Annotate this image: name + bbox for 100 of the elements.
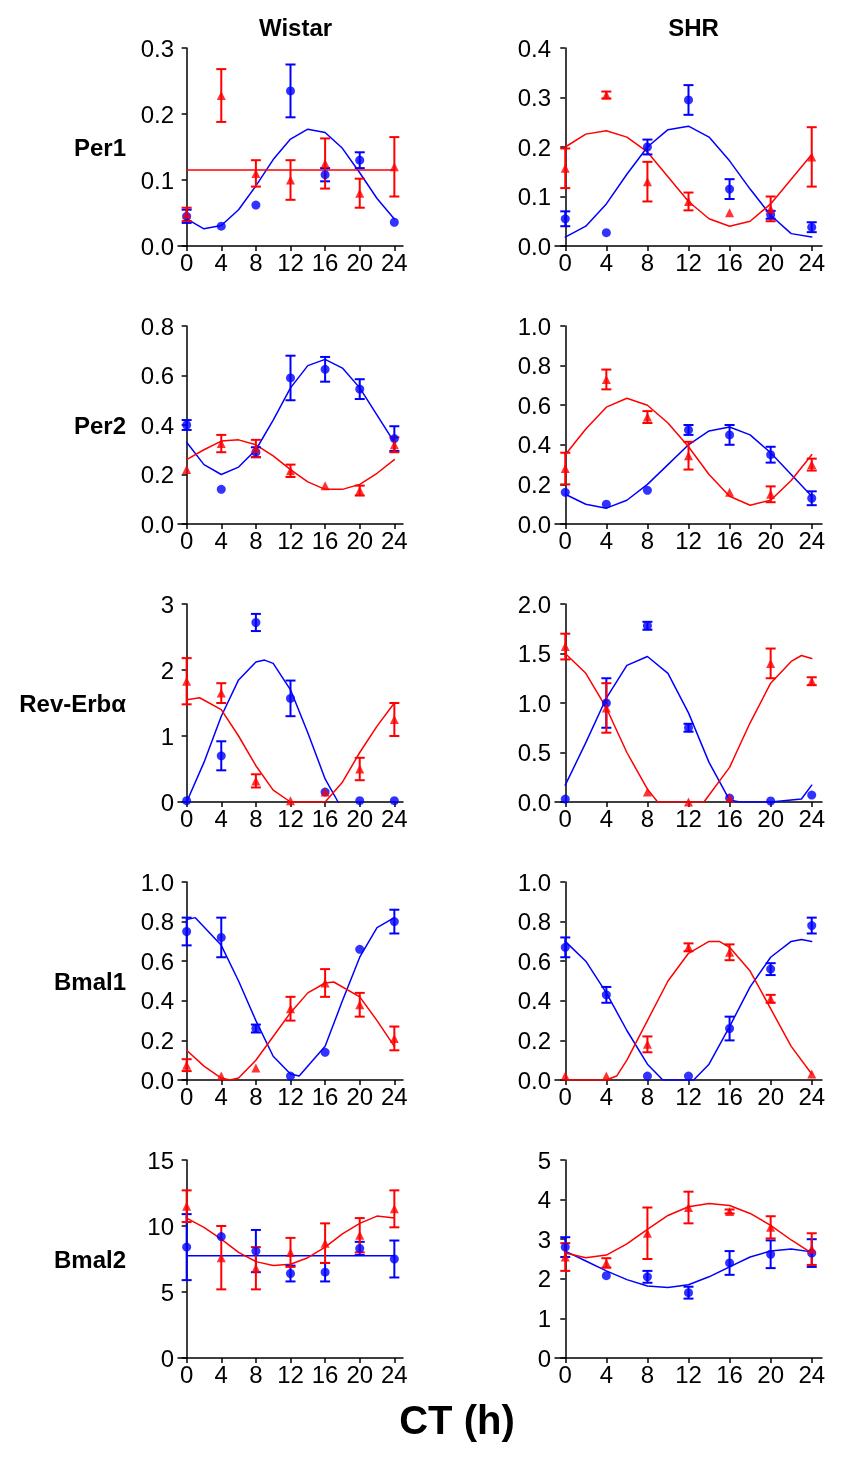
x-tick-label: 20 <box>757 1360 785 1388</box>
y-tick-label: 10 <box>147 1212 174 1240</box>
x-tick-label: 12 <box>277 804 304 832</box>
x-tick-label: 16 <box>716 526 743 554</box>
y-tick-label: 0.8 <box>517 908 551 936</box>
x-tick-label: 24 <box>798 1360 826 1388</box>
chart-title: Wistar <box>258 13 333 41</box>
x-tick-label: 8 <box>640 248 655 276</box>
x-tick-label: 24 <box>798 1082 826 1110</box>
y-tick-label: 0.1 <box>140 166 174 194</box>
x-tick-label: 0 <box>179 526 194 554</box>
x-tick-label: 4 <box>214 804 228 832</box>
y-axis-title: Per1 <box>73 133 126 161</box>
y-tick-label: 3 <box>537 1225 551 1253</box>
x-tick-label: 12 <box>277 526 304 554</box>
y-tick-label: 0.0 <box>140 510 174 538</box>
x-tick-label: 12 <box>277 1082 304 1110</box>
x-tick-label: 12 <box>675 248 702 276</box>
y-tick-label: 2 <box>537 1265 551 1293</box>
x-tick-label: 12 <box>675 1360 702 1388</box>
y-tick-label: 0.1 <box>517 183 551 210</box>
y-tick-label: 1.0 <box>517 689 551 717</box>
y-tick-label: 0.0 <box>140 1066 174 1094</box>
y-tick-label: 0.2 <box>517 1026 551 1054</box>
y-axis-title: Bmal1 <box>53 967 126 995</box>
x-tick-label: 16 <box>716 804 743 832</box>
x-tick-label: 20 <box>346 248 374 276</box>
y-tick-label: 0.4 <box>517 34 551 62</box>
x-tick-label: 24 <box>380 804 408 832</box>
y-tick-label: 1.0 <box>517 868 551 896</box>
y-tick-label: 0.2 <box>140 100 174 128</box>
y-tick-label: 0.0 <box>517 232 551 260</box>
x-tick-label: 12 <box>277 1360 304 1388</box>
x-tick-label: 8 <box>640 1082 655 1110</box>
x-tick-label: 24 <box>380 248 408 276</box>
x-tick-label: 16 <box>311 804 339 832</box>
x-tick-label: 20 <box>757 804 785 832</box>
y-tick-label: 1 <box>537 1304 551 1332</box>
y-tick-label: 5 <box>537 1146 551 1174</box>
y-tick-label: 0.4 <box>140 987 174 1015</box>
x-tick-label: 16 <box>716 248 743 276</box>
y-tick-label: 0.0 <box>517 788 551 816</box>
y-tick-label: 0.2 <box>517 133 551 161</box>
x-tick-label: 0 <box>179 248 194 276</box>
x-tick-label: 24 <box>380 1360 408 1388</box>
y-tick-label: 1.5 <box>517 640 551 667</box>
x-tick-label: 8 <box>249 804 263 832</box>
x-tick-label: 24 <box>798 526 826 554</box>
x-tick-label: 20 <box>346 1360 374 1388</box>
x-tick-label: 8 <box>640 1360 655 1388</box>
x-tick-label: 16 <box>716 1360 743 1388</box>
x-tick-label: 8 <box>249 1082 263 1110</box>
x-tick-label: 4 <box>214 526 228 554</box>
x-tick-label: 16 <box>311 1082 339 1110</box>
y-tick-label: 0.6 <box>517 947 551 975</box>
x-tick-label: 12 <box>277 248 304 276</box>
y-tick-label: 5 <box>160 1278 174 1306</box>
x-tick-label: 24 <box>380 526 408 554</box>
x-tick-label: 20 <box>346 1082 374 1110</box>
y-axis-title: Rev-Erbα <box>19 689 127 717</box>
x-tick-label: 8 <box>249 248 263 276</box>
x-tick-label: 12 <box>675 1082 702 1110</box>
y-tick-label: 0.6 <box>517 391 551 419</box>
y-tick-label: 0.3 <box>140 34 174 62</box>
x-tick-label: 8 <box>249 1360 263 1388</box>
y-tick-label: 1 <box>160 722 174 750</box>
y-tick-label: 0.0 <box>140 232 174 260</box>
x-tick-label: 4 <box>599 1082 614 1110</box>
x-tick-label: 0 <box>558 1360 572 1388</box>
x-tick-label: 4 <box>214 1082 228 1110</box>
x-tick-label: 24 <box>798 804 826 832</box>
x-tick-label: 4 <box>214 248 228 276</box>
y-tick-label: 0.6 <box>140 362 174 389</box>
y-axis-title: Bmal2 <box>53 1245 126 1273</box>
x-tick-label: 8 <box>249 526 263 554</box>
x-tick-label: 20 <box>346 804 374 832</box>
x-axis-title: CT (h) <box>398 1398 516 1443</box>
x-tick-label: 20 <box>757 248 785 276</box>
x-tick-label: 24 <box>380 1082 408 1110</box>
x-tick-label: 16 <box>311 1360 339 1388</box>
y-tick-label: 2 <box>160 656 174 684</box>
y-tick-label: 2.0 <box>517 590 551 618</box>
x-tick-label: 4 <box>599 526 614 554</box>
y-axis-title: Per2 <box>73 411 126 439</box>
x-tick-label: 0 <box>558 804 572 832</box>
x-tick-label: 16 <box>311 248 339 276</box>
x-tick-label: 20 <box>757 526 785 554</box>
y-tick-label: 0.2 <box>517 470 551 498</box>
x-tick-label: 4 <box>599 248 614 276</box>
y-tick-label: 0.8 <box>140 908 174 936</box>
x-tick-label: 8 <box>640 804 655 832</box>
y-tick-label: 1.0 <box>517 312 551 340</box>
chart-title: SHR <box>668 13 719 41</box>
x-tick-label: 0 <box>558 526 572 554</box>
y-tick-label: 0.4 <box>517 987 551 1015</box>
y-tick-label: 0.4 <box>140 411 174 439</box>
x-tick-label: 4 <box>599 804 614 832</box>
x-tick-label: 12 <box>675 804 702 832</box>
x-tick-label: 20 <box>757 1082 785 1110</box>
y-tick-label: 0.2 <box>140 461 174 488</box>
